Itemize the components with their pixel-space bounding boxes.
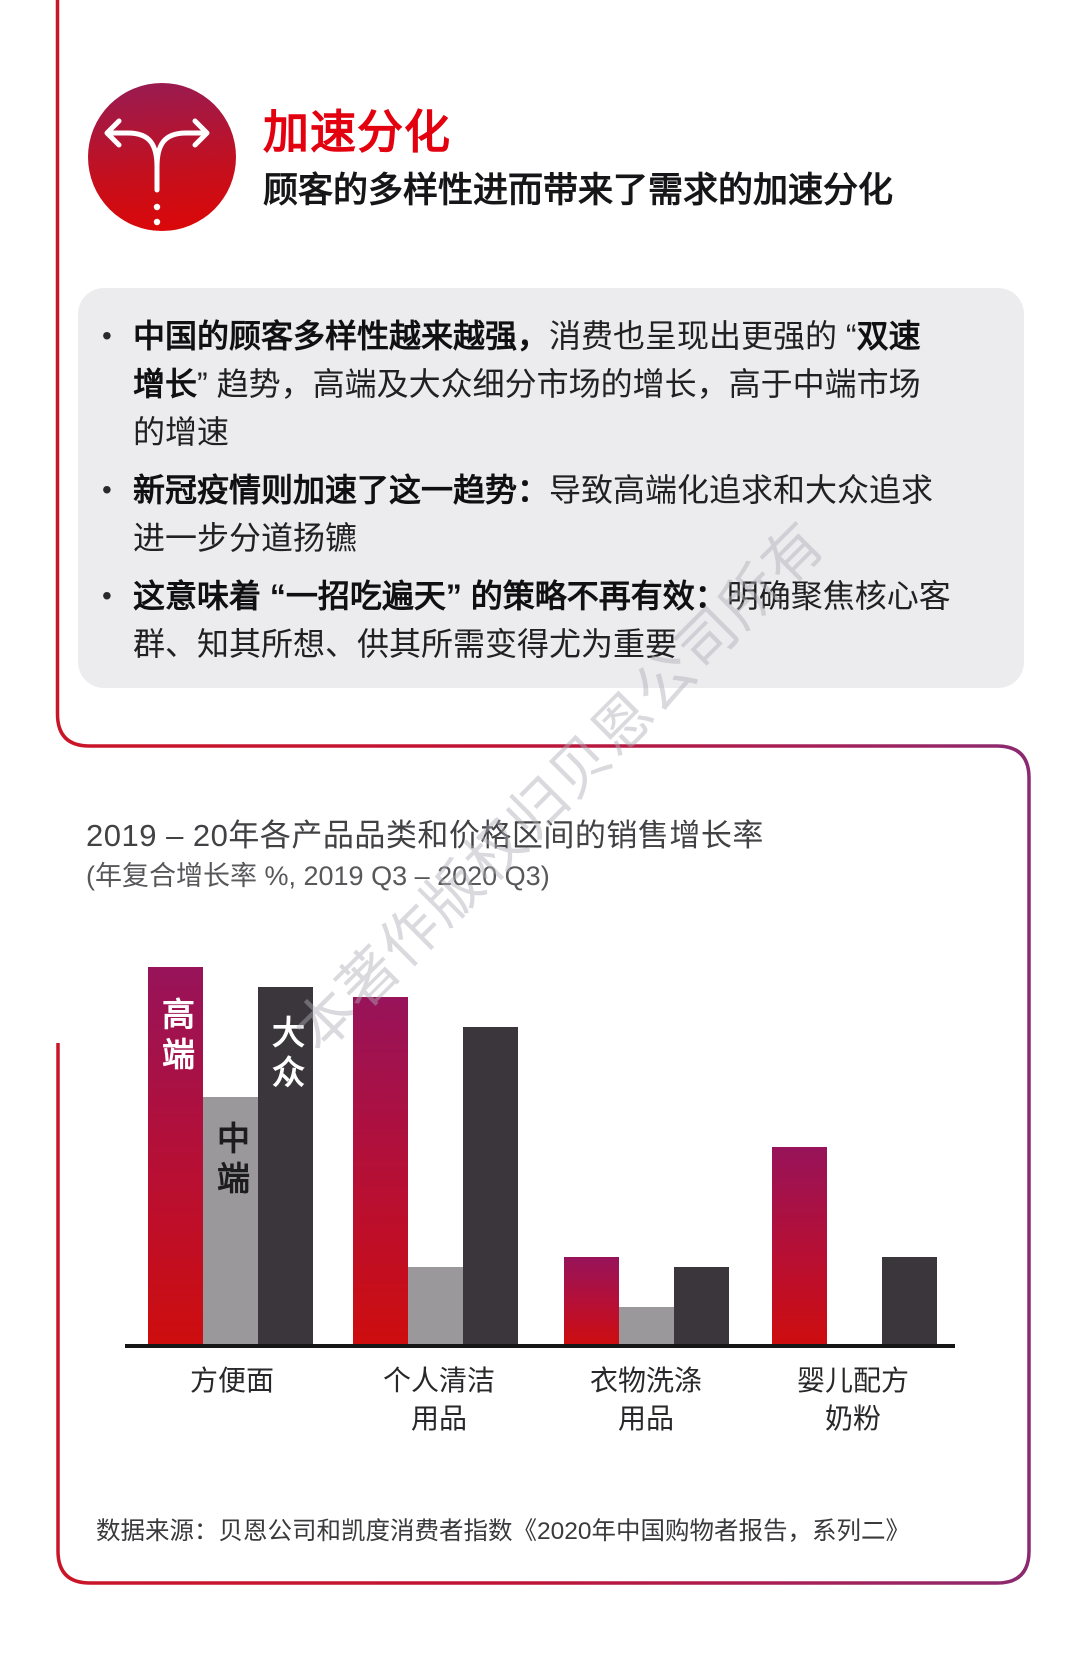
bullet-text: ” 趋势，高端及大众细分市场的增长，高于中端市场 的增速 <box>133 366 921 450</box>
bar-mass-0: 大众 <box>258 987 313 1347</box>
bullet-bold-text: 这意味着 “一招吃遍天” 的策略不再有效： <box>133 578 727 614</box>
bar-mid-2 <box>619 1307 674 1347</box>
bullet-item: 新冠疫情则加速了这一趋势：导致高端化追求和大众追求 进一步分道扬镳 <box>102 466 974 562</box>
page-subtitle: 顾客的多样性进而带来了需求的加速分化 <box>263 171 894 210</box>
split-arrows-icon <box>88 83 236 231</box>
bar-mass-3 <box>882 1257 937 1347</box>
bullet-text: 明确聚焦核心客 群、知其所想、供其所需变得尤为重要 <box>133 578 951 662</box>
bullet-bold-text: 中国的顾客多样性越来越强， <box>133 318 550 354</box>
series-label-mass: 大众 <box>267 1015 305 1095</box>
page-title: 加速分化 <box>263 106 451 158</box>
data-source-note: 数据来源：贝恩公司和凯度消费者指数《2020年中国购物者报告，系列二》 <box>96 1518 910 1545</box>
bullet-bold-text: 双速 增长 <box>133 318 921 402</box>
split-arrows-glyph <box>104 118 210 226</box>
bar-mid-1 <box>408 1267 463 1347</box>
bullet-text: 导致高端化追求和大众追求 进一步分道扬镳 <box>133 472 934 556</box>
chart-subtitle: (年复合增长率 %, 2019 Q3 – 2020 Q3) <box>86 861 550 891</box>
category-label: 衣物洗涤 用品 <box>589 1365 702 1434</box>
x-axis-line <box>125 1344 955 1348</box>
bar-premium-0: 高端 <box>148 967 203 1347</box>
bullet-bold-text: 新冠疫情则加速了这一趋势： <box>133 472 550 508</box>
series-label-mid: 中端 <box>212 1121 250 1201</box>
bullet-item: 这意味着 “一招吃遍天” 的策略不再有效：明确聚焦核心客 群、知其所想、供其所需… <box>102 572 974 668</box>
chart-title: 2019 – 20年各产品品类和价格区间的销售增长率 <box>86 818 764 853</box>
bar-mid-0: 中端 <box>203 1097 258 1347</box>
bar-premium-3 <box>772 1147 827 1347</box>
bar-mass-2 <box>674 1267 729 1347</box>
series-label-premium: 高端 <box>157 997 195 1077</box>
bullet-list: 中国的顾客多样性越来越强，消费也呈现出更强的 “双速 增长” 趋势，高端及大众细… <box>102 312 974 668</box>
bullet-text: 消费也呈现出更强的 “ <box>549 318 857 354</box>
bar-premium-1 <box>353 997 408 1347</box>
bar-premium-2 <box>564 1257 619 1347</box>
category-label: 个人清洁 用品 <box>382 1365 495 1434</box>
category-label: 方便面 <box>189 1365 274 1396</box>
bar-mass-1 <box>463 1027 518 1347</box>
bullet-item: 中国的顾客多样性越来越强，消费也呈现出更强的 “双速 增长” 趋势，高端及大众细… <box>102 312 974 456</box>
summary-box: 中国的顾客多样性越来越强，消费也呈现出更强的 “双速 增长” 趋势，高端及大众细… <box>78 288 1024 688</box>
category-label: 婴儿配方 奶粉 <box>796 1365 909 1434</box>
